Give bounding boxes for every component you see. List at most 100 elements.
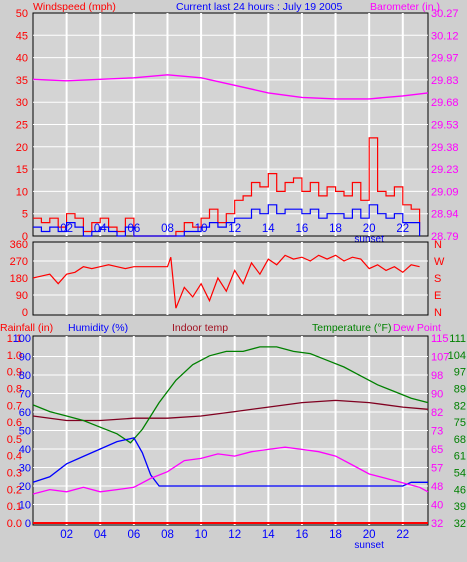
humidity-tick-label: 100 <box>13 333 31 345</box>
windspeed-tick-label: 10 <box>16 186 28 198</box>
dewpoint-tick-label: 90 <box>431 389 443 401</box>
temp-x-ticks: 02 04 06 08 10 12 14 16 18 20 22 sunset <box>60 529 409 551</box>
rainfall-tick-label: 0.4 <box>7 451 22 463</box>
windspeed-tick-label: 5 <box>22 209 28 221</box>
humidity-tick-label: 20 <box>19 481 31 493</box>
time-tick-label: 14 <box>262 529 275 541</box>
time-tick-label: 04 <box>94 529 107 541</box>
compass-label: W <box>434 256 445 268</box>
temperature-tick-label: 32 <box>454 518 466 530</box>
windspeed-tick-label: 40 <box>16 53 28 65</box>
dewpoint-ticks: 32 40 48 57 65 73 82 90 98 107 115 <box>431 333 449 530</box>
barometer-tick-label: 29.83 <box>431 75 459 87</box>
windspeed-tick-label: 45 <box>16 30 28 42</box>
direction-degree-label: 180 <box>10 273 28 285</box>
temperature-ticks: 32 39 46 54 61 68 75 82 89 97 104 111 <box>448 333 466 530</box>
time-tick-label: 16 <box>296 529 309 541</box>
barometer-tick-label: 30.12 <box>431 30 459 42</box>
barometer-tick-label: 29.97 <box>431 53 459 65</box>
time-tick-label: 18 <box>329 223 342 235</box>
sunset-label: sunset <box>354 540 384 551</box>
dewpoint-tick-label: 40 <box>431 500 443 512</box>
windspeed-tick-label: 0 <box>22 231 28 243</box>
barometer-tick-label: 30.27 <box>431 8 459 20</box>
compass-label: E <box>434 290 441 302</box>
barometer-axis-label: Barometer (in.) <box>370 1 440 13</box>
rainfall-tick-label: 0.5 <box>7 434 22 446</box>
time-tick-label: 22 <box>396 223 409 235</box>
windspeed-tick-label: 15 <box>16 164 28 176</box>
direction-degree-label: 270 <box>10 256 28 268</box>
humidity-tick-label: 30 <box>19 463 31 475</box>
indoor-temp-line <box>32 399 429 422</box>
rainfall-tick-label: 0.3 <box>7 468 22 480</box>
time-tick-label: 16 <box>296 223 309 235</box>
direction-degree-label: 90 <box>16 290 28 302</box>
humidity-ticks: 0 10 20 30 40 50 60 70 80 90 100 <box>13 333 31 530</box>
time-tick-label: 06 <box>127 223 140 235</box>
temperature-tick-label: 82 <box>454 400 466 412</box>
indoor-temp-label: Indoor temp <box>172 322 228 334</box>
barometer-line <box>32 74 429 100</box>
temperature-tick-label: 111 <box>449 333 466 345</box>
windspeed-gust-line <box>33 137 421 237</box>
windspeed-tick-label: 20 <box>16 142 28 154</box>
barometer-tick-label: 29.23 <box>431 164 459 176</box>
humidity-tick-label: 90 <box>19 352 31 364</box>
humidity-tick-label: 80 <box>19 370 31 382</box>
time-tick-label: 02 <box>60 529 73 541</box>
dewpoint-tick-label: 82 <box>431 407 443 419</box>
dewpoint-tick-label: 65 <box>431 444 443 456</box>
humidity-tick-label: 0 <box>25 518 31 530</box>
direction-degree-label: 0 <box>22 307 28 319</box>
barometer-tick-label: 29.53 <box>431 120 459 132</box>
time-tick-label: 02 <box>60 223 73 235</box>
humidity-tick-label: 50 <box>19 426 31 438</box>
rainfall-tick-label: 0.2 <box>7 484 22 496</box>
time-tick-label: 22 <box>396 529 409 541</box>
temperature-tick-label: 68 <box>454 434 466 446</box>
wind-series <box>32 74 429 237</box>
dewpoint-tick-label: 73 <box>431 426 443 438</box>
rainfall-tick-label: 0.0 <box>7 518 22 530</box>
windspeed-tick-label: 25 <box>16 120 28 132</box>
dewpoint-tick-label: 115 <box>431 333 449 345</box>
direction-series <box>32 254 420 309</box>
barometer-tick-label: 29.38 <box>431 142 459 154</box>
rainfall-tick-label: 0.7 <box>7 400 22 412</box>
humidity-tick-label: 10 <box>19 500 31 512</box>
time-tick-label: 14 <box>262 223 275 235</box>
windspeed-tick-label: 50 <box>16 8 28 20</box>
time-tick-label: 08 <box>161 529 174 541</box>
temperature-tick-label: 75 <box>454 417 466 429</box>
temperature-line <box>32 346 429 444</box>
rainfall-tick-label: 0.6 <box>7 417 22 429</box>
wind-panel: 0 5 10 15 20 25 30 35 40 45 50 28.79 28.94 29.09 29.2… <box>16 8 459 245</box>
time-tick-label: 08 <box>161 223 174 235</box>
time-tick-label: 18 <box>329 529 342 541</box>
humidity-axis-label: Humidity (%) <box>68 322 128 334</box>
windspeed-tick-label: 30 <box>16 97 28 109</box>
time-tick-label: 10 <box>195 529 208 541</box>
humidity-tick-label: 40 <box>19 444 31 456</box>
time-tick-label: 06 <box>127 529 140 541</box>
direction-degree-label: 360 <box>10 239 28 251</box>
time-tick-label: 20 <box>363 529 376 541</box>
compass-label: N <box>434 307 442 319</box>
barometer-tick-label: 29.09 <box>431 186 459 198</box>
time-tick-label: 12 <box>228 529 241 541</box>
sunset-label: sunset <box>354 234 384 245</box>
dewpoint-tick-label: 32 <box>431 518 443 530</box>
time-tick-label: 04 <box>94 223 107 235</box>
dewpoint-tick-label: 48 <box>431 481 443 493</box>
rainfall-tick-label: 1.1 <box>7 333 22 345</box>
compass-label: S <box>434 273 441 285</box>
temperature-tick-label: 46 <box>454 484 466 496</box>
temp-panel: 0.0 0.1 0.2 0.3 0.4 0.5 0.6 0.7 0.8 0.9 1.0 1.1 0 10… <box>7 333 466 551</box>
temperature-tick-label: 97 <box>454 367 466 379</box>
temp-series <box>32 346 429 524</box>
humidity-line <box>32 437 428 487</box>
dewpoint-tick-label: 57 <box>431 463 443 475</box>
